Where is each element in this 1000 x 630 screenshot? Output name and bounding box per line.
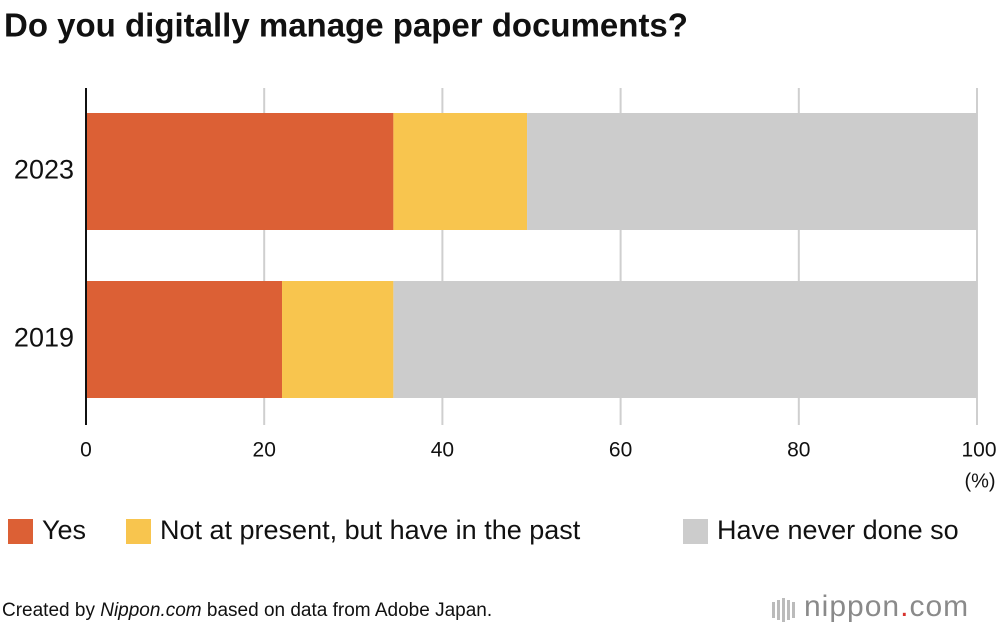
legend-label: Have never done so: [717, 515, 959, 545]
logo-mark: [772, 602, 775, 618]
bar-segment: [282, 281, 394, 398]
source-note: Created by Nippon.com based on data from…: [2, 600, 492, 621]
legend-swatch: [126, 519, 151, 544]
x-tick-label: 20: [253, 439, 276, 462]
logo-mark: [792, 602, 795, 618]
logo-tld: com: [909, 590, 969, 623]
legend-swatch: [683, 519, 708, 544]
legend-label: Yes: [42, 515, 86, 545]
logo-name: nippon: [804, 590, 900, 623]
x-tick-label: 60: [609, 439, 632, 462]
logo-mark: [782, 598, 785, 622]
legend-swatch: [8, 519, 33, 544]
legend-label: Not at present, but have in the past: [160, 515, 581, 545]
x-tick-label: 100: [961, 439, 996, 462]
bar-segment: [393, 281, 977, 398]
source-part: Nippon.com: [100, 600, 201, 621]
logo-dot: .: [900, 590, 909, 623]
bar-segment: [393, 113, 528, 230]
source-part: Created by: [2, 600, 100, 621]
y-tick-label: 2019: [14, 323, 74, 353]
logo-mark: [777, 600, 780, 620]
x-tick-label: 40: [431, 439, 454, 462]
logo-mark: [787, 600, 790, 620]
y-tick-label: 2023: [14, 155, 74, 185]
x-tick-label: 80: [787, 439, 810, 462]
x-tick-label: 0: [80, 439, 92, 462]
logo: nippon.com: [772, 590, 969, 623]
bar-segment: [527, 113, 977, 230]
logo-text: nippon.com: [804, 590, 969, 623]
source-part: based on data from Adobe Japan.: [202, 600, 493, 621]
bar-segment: [86, 113, 394, 230]
x-axis-label: (%): [964, 470, 995, 492]
chart-title: Do you digitally manage paper documents?: [4, 7, 688, 44]
bar-segment: [86, 281, 283, 398]
